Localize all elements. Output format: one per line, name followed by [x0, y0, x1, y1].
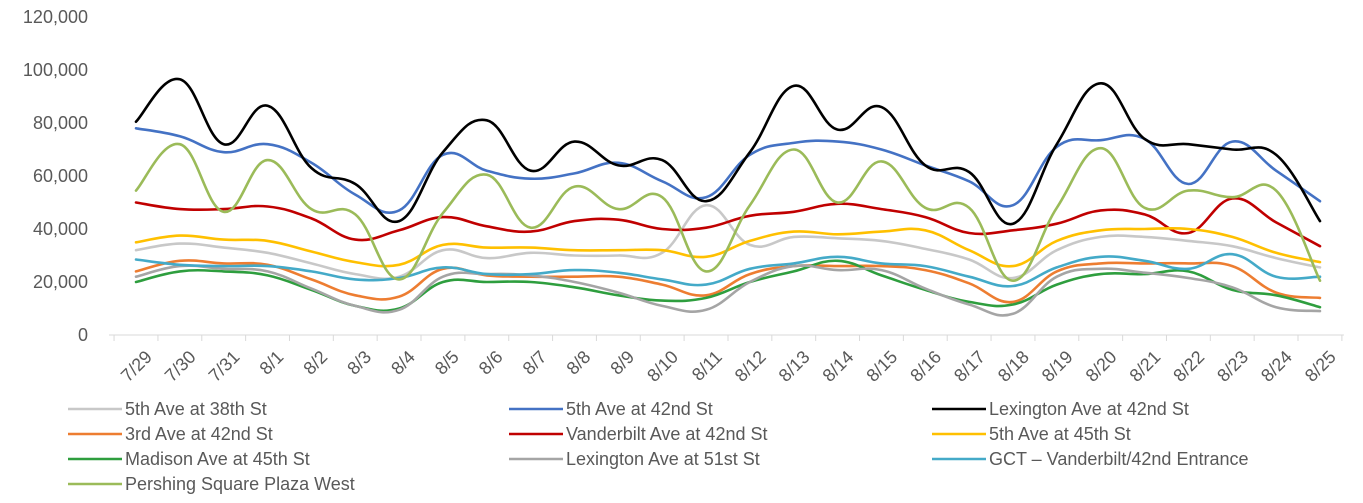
x-tick-label: 8/25 [1301, 347, 1340, 386]
x-tick-label: 8/10 [643, 347, 682, 386]
legend: 5th Ave at 38th St 5th Ave at 42nd St Lexi… [68, 399, 1249, 494]
legend-label: 5th Ave at 42nd St [566, 399, 713, 419]
legend-item: Madison Ave at 45th St [68, 449, 310, 469]
series-line [134, 142, 1322, 282]
y-tick-label: 80,000 [33, 113, 88, 133]
legend-item: 5th Ave at 42nd St [509, 399, 713, 419]
x-tick-label: 8/13 [775, 347, 814, 386]
y-tick-label: 120,000 [23, 7, 88, 27]
x-tick-label: 8/24 [1257, 347, 1296, 386]
x-tick-label: 8/17 [950, 347, 989, 386]
series-line [134, 77, 1322, 226]
legend-label: Lexington Ave at 42nd St [989, 399, 1189, 419]
legend-item: 5th Ave at 45th St [932, 424, 1131, 444]
legend-label: Lexington Ave at 51st St [566, 449, 760, 469]
x-tick-label: 8/14 [819, 347, 858, 386]
x-tick-label: 7/29 [117, 347, 156, 386]
x-tick-label: 8/16 [906, 347, 945, 386]
legend-label: 5th Ave at 38th St [125, 399, 267, 419]
x-tick-label: 8/18 [994, 347, 1033, 386]
legend-label: 3rd Ave at 42nd St [125, 424, 273, 444]
legend-item: GCT – Vanderbilt/42nd Entrance [932, 449, 1249, 469]
x-tick-label: 8/12 [731, 347, 770, 386]
x-tick-label: 8/2 [299, 347, 331, 379]
y-tick-label: 100,000 [23, 60, 88, 80]
y-tick-label: 0 [78, 325, 88, 345]
x-tick-label: 7/31 [205, 347, 244, 386]
x-tick-label: 8/8 [563, 347, 595, 379]
series-line [134, 252, 1322, 288]
y-tick-label: 40,000 [33, 219, 88, 239]
x-tick-label: 8/15 [862, 347, 901, 386]
legend-label: Vanderbilt Ave at 42nd St [566, 424, 767, 444]
legend-item: Lexington Ave at 51st St [509, 449, 760, 469]
series-line [134, 264, 1322, 317]
series-line [134, 259, 1322, 304]
y-tick-label: 20,000 [33, 272, 88, 292]
legend-label: Pershing Square Plaza West [125, 474, 355, 494]
x-tick-label: 8/1 [256, 347, 288, 379]
series-lines [134, 77, 1322, 317]
x-axis-ticks [113, 335, 1343, 341]
legend-item: 5th Ave at 38th St [68, 399, 267, 419]
legend-label: GCT – Vanderbilt/42nd Entrance [989, 449, 1249, 469]
legend-item: Lexington Ave at 42nd St [932, 399, 1189, 419]
x-tick-label: 8/4 [387, 347, 419, 379]
series-line [134, 203, 1322, 280]
x-tick-label: 8/7 [519, 347, 551, 379]
legend-item: Pershing Square Plaza West [68, 474, 355, 494]
x-tick-label: 8/23 [1213, 347, 1252, 386]
legend-label: Madison Ave at 45th St [125, 449, 310, 469]
legend-item: Vanderbilt Ave at 42nd St [509, 424, 767, 444]
x-tick-label: 8/21 [1126, 347, 1165, 386]
series-line [134, 127, 1322, 214]
x-tick-label: 8/3 [343, 347, 375, 379]
x-tick-label: 7/30 [161, 347, 200, 386]
x-tick-label: 8/19 [1038, 347, 1077, 386]
x-tick-label: 8/9 [606, 347, 638, 379]
legend-label: 5th Ave at 45th St [989, 424, 1131, 444]
x-tick-label: 8/11 [688, 347, 726, 385]
x-tick-label: 8/22 [1169, 347, 1208, 386]
series-line [134, 197, 1322, 248]
x-tick-label: 8/5 [431, 347, 463, 379]
y-tick-label: 60,000 [33, 166, 88, 186]
x-axis-tick-labels: 7/29 7/30 7/31 8/1 8/2 8/3 8/4 8/5 8/6 8/7 8/8 8/9 8… [117, 347, 1340, 386]
x-tick-label: 8/6 [475, 347, 507, 379]
legend-item: 3rd Ave at 42nd St [68, 424, 273, 444]
y-axis-tick-labels: 0 20,000 40,000 60,000 80,000 100,000 120,000 [23, 7, 88, 345]
x-tick-label: 8/20 [1082, 347, 1121, 386]
